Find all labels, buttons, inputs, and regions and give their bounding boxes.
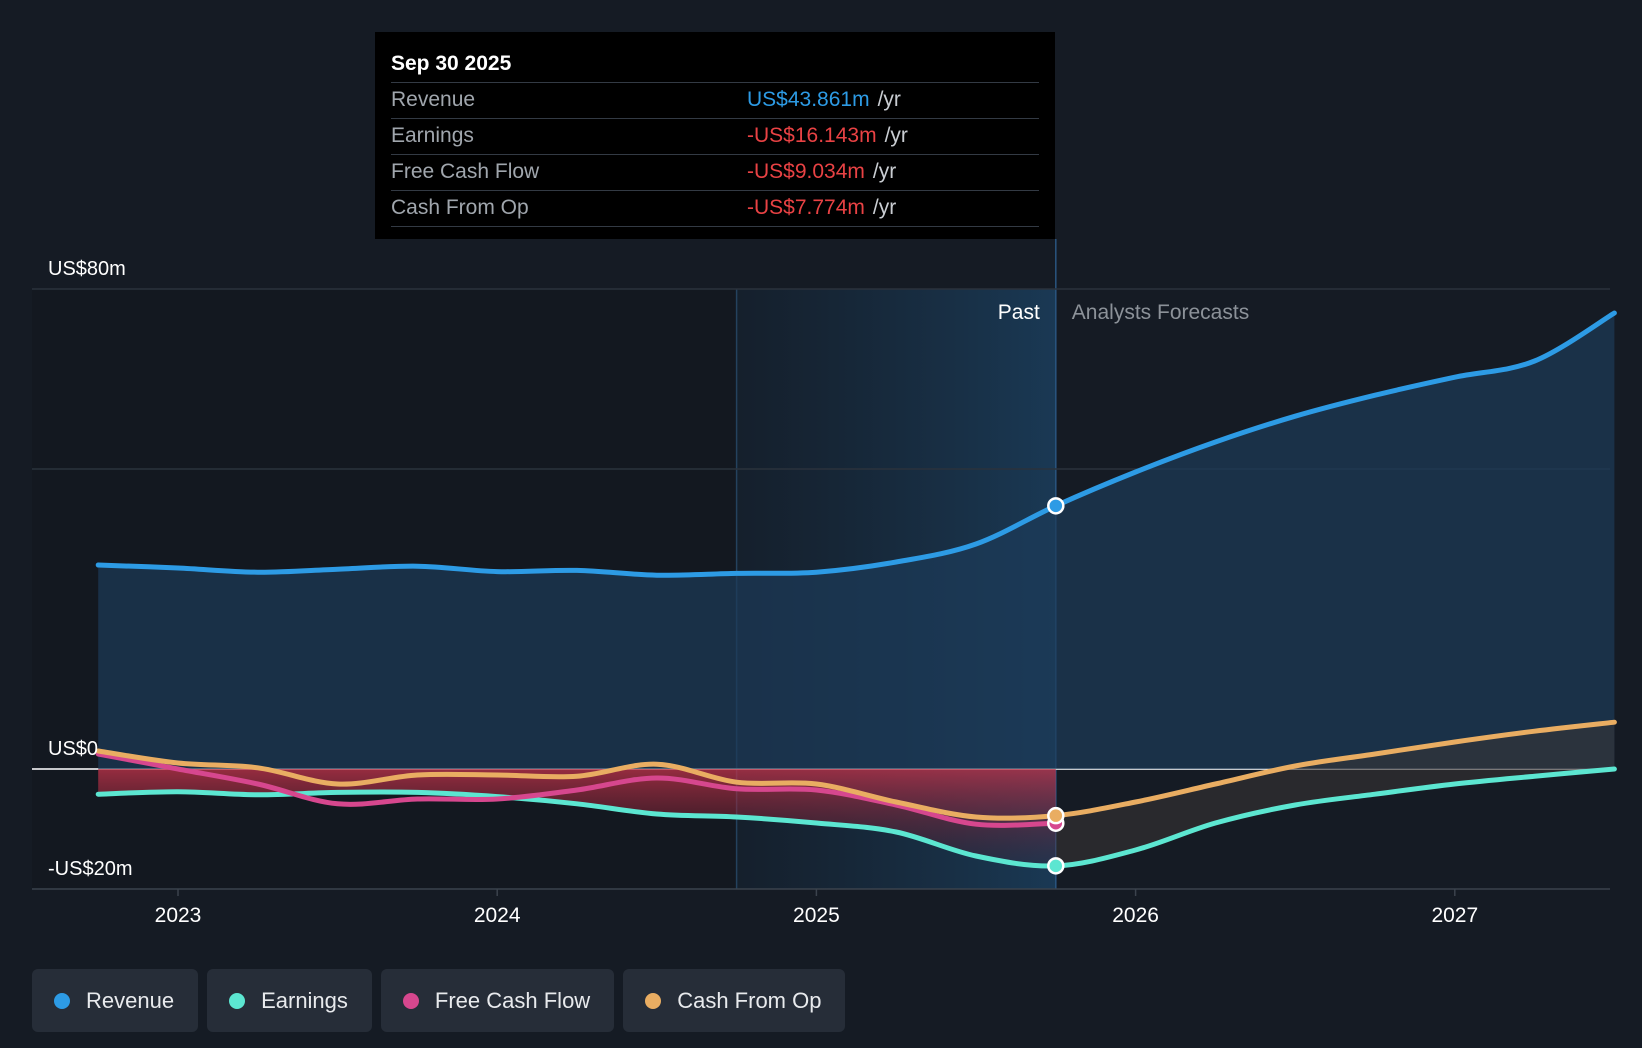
tooltip-row: Free Cash Flow -US$9.034m/yr bbox=[391, 154, 1039, 190]
legend-item-earnings[interactable]: Earnings bbox=[207, 969, 372, 1032]
legend-item-revenue[interactable]: Revenue bbox=[32, 969, 199, 1032]
x-tick-label: 2025 bbox=[793, 904, 840, 927]
series-line-cash-from-op bbox=[95, 719, 1617, 821]
tooltip-row: Earnings -US$16.143m/yr bbox=[391, 118, 1039, 154]
tooltip-row-value: -US$16.143m bbox=[747, 124, 877, 147]
past-label: Past bbox=[998, 301, 1040, 324]
series-line-earnings bbox=[95, 766, 1617, 869]
point-marker-cash-from-op bbox=[1047, 806, 1065, 825]
legend-label: Revenue bbox=[86, 987, 175, 1013]
x-tick-label: 2026 bbox=[1112, 904, 1159, 927]
tooltip-row-unit: /yr bbox=[872, 196, 897, 219]
tooltip-row-label: Free Cash Flow bbox=[391, 160, 540, 183]
legend-label: Free Cash Flow bbox=[434, 987, 591, 1013]
point-marker-revenue bbox=[1047, 497, 1065, 515]
legend-dot-icon bbox=[229, 992, 246, 1009]
x-tick-label: 2023 bbox=[155, 904, 202, 927]
legend-dot-icon bbox=[402, 992, 419, 1009]
tooltip-date: Sep 30 2025 bbox=[391, 52, 512, 75]
tooltip-row-value: -US$7.774m bbox=[747, 196, 865, 219]
tooltip-row-value: -US$9.034m bbox=[747, 160, 865, 183]
x-tick-label: 2027 bbox=[1431, 904, 1478, 927]
x-tick-label: 2024 bbox=[474, 904, 521, 927]
tooltip-row-unit: /yr bbox=[877, 88, 901, 111]
revenue-area bbox=[98, 313, 1615, 769]
tooltip-row: Cash From Op -US$7.774m/yr bbox=[391, 190, 1039, 227]
y-tick-label: -US$20m bbox=[48, 858, 132, 880]
legend: Revenue Earnings Free Cash Flow Cash From O… bbox=[32, 969, 846, 1032]
forecast-label: Analysts Forecasts bbox=[1072, 301, 1249, 324]
series-line-revenue bbox=[95, 310, 1617, 578]
legend-item-cash-from-op[interactable]: Cash From Op bbox=[623, 969, 846, 1032]
tooltip-row-label: Revenue bbox=[391, 88, 476, 111]
tooltip-row-unit: /yr bbox=[884, 124, 908, 147]
point-marker-earnings bbox=[1047, 857, 1065, 875]
forecast-band-area bbox=[1055, 722, 1615, 866]
legend-dot-icon bbox=[645, 992, 662, 1009]
tooltip-row-unit: /yr bbox=[872, 160, 897, 183]
legend-label: Cash From Op bbox=[677, 987, 822, 1013]
y-tick-label: US$80m bbox=[48, 258, 126, 280]
y-tick-label: US$0 bbox=[48, 738, 98, 760]
tooltip-row-value: US$43.861m bbox=[747, 88, 870, 111]
series-line-free-cash-flow bbox=[95, 751, 1059, 828]
past-negative-area bbox=[98, 769, 1056, 866]
tooltip-row-label: Earnings bbox=[391, 124, 474, 147]
tooltip-row: Revenue US$43.861m/yr bbox=[391, 82, 1039, 118]
legend-dot-icon bbox=[54, 992, 70, 1009]
tooltip: Sep 30 2025 Revenue US$43.861m/yr Earnings… bbox=[375, 32, 1055, 239]
legend-item-free-cash-flow[interactable]: Free Cash Flow bbox=[380, 969, 615, 1032]
legend-label: Earnings bbox=[261, 987, 348, 1013]
tooltip-row-label: Cash From Op bbox=[391, 196, 529, 219]
